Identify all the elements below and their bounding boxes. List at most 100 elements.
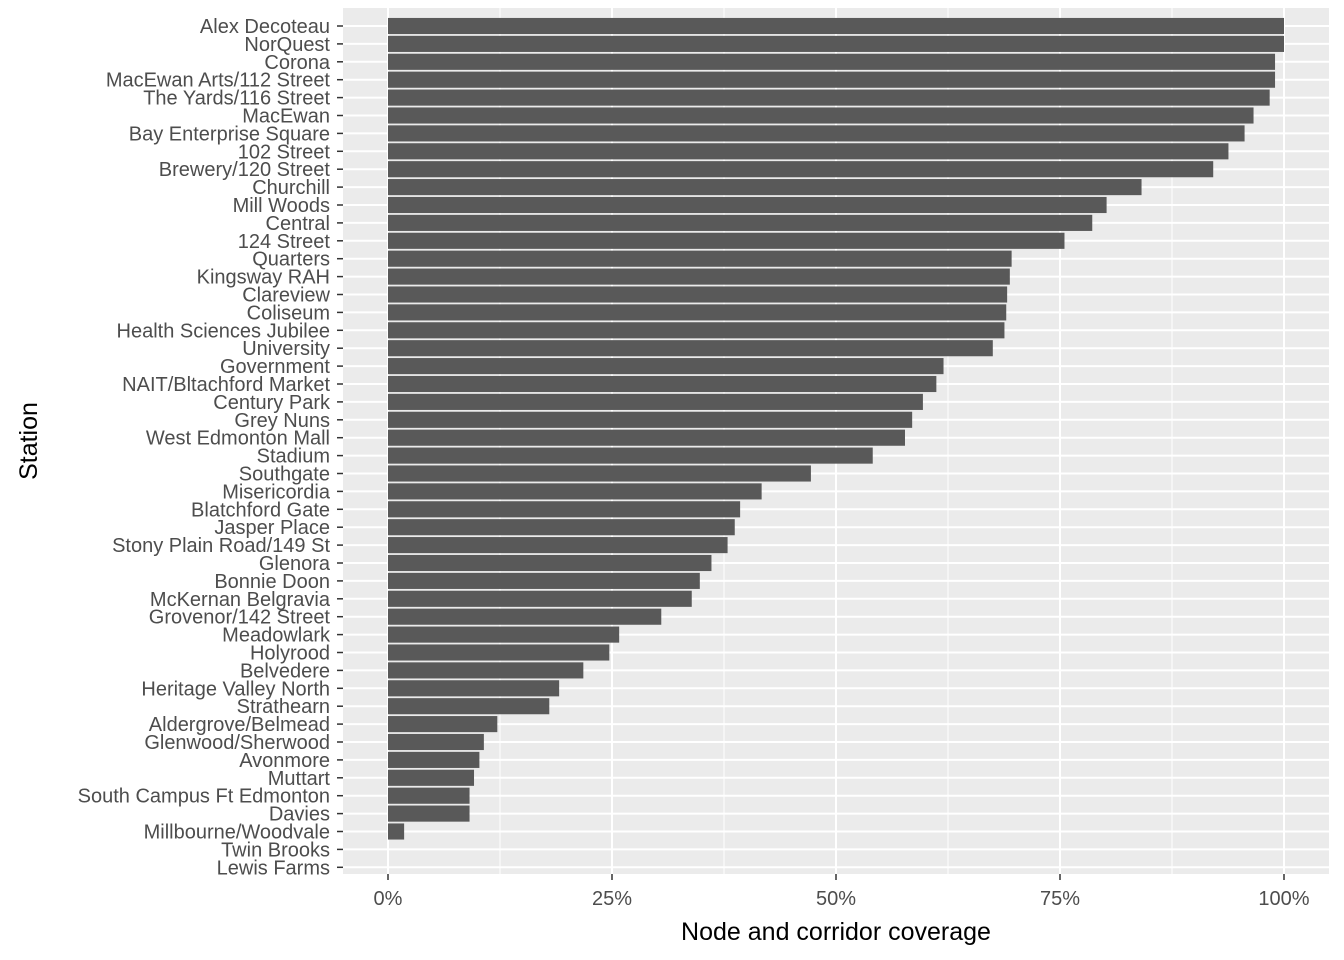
bar — [388, 823, 405, 840]
bar — [388, 35, 1284, 52]
y-axis-title: Station — [15, 402, 43, 480]
x-tick-label: 0% — [374, 888, 403, 910]
bar — [388, 501, 741, 518]
x-axis-title: Node and corridor coverage — [681, 918, 991, 946]
x-tick-label: 100% — [1258, 888, 1309, 910]
y-tick-label: Misericordia — [222, 481, 331, 503]
y-tick-label: Grey Nuns — [234, 410, 330, 432]
bar — [388, 161, 1214, 178]
bar — [388, 286, 1008, 303]
bar — [388, 179, 1142, 196]
y-tick-label: Holyrood — [250, 643, 330, 665]
bar — [388, 411, 913, 428]
y-tick-label: 124 Street — [238, 231, 331, 253]
bar — [388, 340, 993, 357]
bar — [388, 71, 1276, 88]
y-tick-label: Mill Woods — [233, 195, 330, 217]
y-tick-label: Heritage Valley North — [141, 678, 330, 700]
bar — [388, 125, 1245, 142]
bar — [388, 250, 1012, 267]
y-tick-label: Stadium — [257, 446, 330, 468]
y-tick-label: Corona — [264, 52, 330, 74]
y-tick-label: Aldergrove/Belmead — [149, 714, 330, 736]
bar — [388, 698, 550, 715]
y-tick-label: Health Sciences Jubilee — [117, 320, 330, 342]
bar — [388, 17, 1284, 35]
y-tick-label: Churchill — [252, 177, 330, 199]
bar — [388, 304, 1007, 321]
bar — [388, 89, 1270, 106]
bar — [388, 769, 475, 786]
bar — [388, 196, 1107, 214]
y-tick-label: Alex Decoteau — [200, 16, 330, 38]
bar — [388, 358, 944, 375]
y-tick-label: Kingsway RAH — [197, 267, 330, 289]
bar — [388, 554, 712, 572]
bar — [388, 447, 873, 464]
y-tick-label: NAIT/Bltachford Market — [122, 374, 330, 396]
y-tick-label: Meadowlark — [222, 625, 331, 647]
y-tick-label: Grovenor/142 Street — [149, 607, 331, 629]
bar — [388, 572, 700, 589]
x-tick-label: 25% — [592, 888, 632, 910]
bar — [388, 483, 762, 500]
bar — [388, 644, 610, 661]
y-tick-label: Glenwood/Sherwood — [144, 732, 330, 754]
bar — [388, 465, 811, 482]
bar — [388, 375, 937, 393]
bar — [388, 733, 484, 751]
y-tick-label: Government — [220, 356, 330, 378]
bar — [388, 232, 1065, 249]
y-tick-label: 102 Street — [238, 141, 331, 163]
y-tick-label: Muttart — [268, 768, 331, 790]
bar — [388, 393, 923, 410]
bar — [388, 322, 1005, 339]
bar — [388, 143, 1229, 160]
bar — [388, 787, 470, 804]
y-tick-label: MacEwan — [242, 106, 330, 128]
y-tick-label: Central — [266, 213, 330, 235]
y-tick-label: Clareview — [242, 285, 330, 307]
y-tick-label: Strathearn — [237, 696, 330, 718]
x-tick-label: 75% — [1040, 888, 1080, 910]
y-tick-label: Davies — [269, 804, 330, 826]
bar — [388, 805, 470, 822]
bar — [388, 626, 620, 643]
y-tick-label: Glenora — [259, 553, 331, 575]
y-tick-label: Jasper Place — [214, 517, 330, 539]
y-tick-label: Millbourne/Woodvale — [144, 822, 330, 844]
bar — [388, 680, 560, 697]
y-tick-label: Quarters — [252, 249, 330, 271]
y-tick-label: Belvedere — [240, 660, 330, 682]
y-tick-label: University — [242, 338, 330, 360]
y-tick-label: West Edmonton Mall — [146, 428, 330, 450]
bar — [388, 716, 498, 733]
x-axis: 0% 25% 50% 75% 100% — [374, 874, 1310, 910]
y-tick-label: MacEwan Arts/112 Street — [106, 70, 331, 92]
y-tick-label: The Yards/116 Street — [143, 88, 330, 110]
bar — [388, 107, 1254, 124]
bar — [388, 590, 692, 607]
bar — [388, 214, 1093, 231]
bar — [388, 751, 480, 768]
y-tick-label: NorQuest — [244, 34, 330, 56]
y-tick-label: McKernan Belgravia — [150, 589, 331, 611]
bar — [388, 429, 905, 446]
y-tick-label: Stony Plain Road/149 St — [112, 535, 330, 557]
bar — [388, 537, 728, 554]
bar — [388, 608, 662, 625]
y-tick-label: Twin Brooks — [221, 839, 330, 861]
y-tick-label: Avonmore — [239, 750, 330, 772]
y-tick-label: South Campus Ft Edmonton — [78, 786, 330, 808]
y-tick-label: Lewis Farms — [217, 857, 330, 879]
bar — [388, 53, 1276, 70]
y-tick-label: Blatchford Gate — [191, 499, 330, 521]
bars — [388, 17, 1284, 840]
y-tick-label: Brewery/120 Street — [159, 159, 331, 181]
y-tick-label: Bay Enterprise Square — [129, 123, 330, 145]
y-tick-label: Coliseum — [247, 302, 330, 324]
y-tick-label: Bonnie Doon — [214, 571, 330, 593]
y-tick-label: Southgate — [239, 464, 330, 486]
